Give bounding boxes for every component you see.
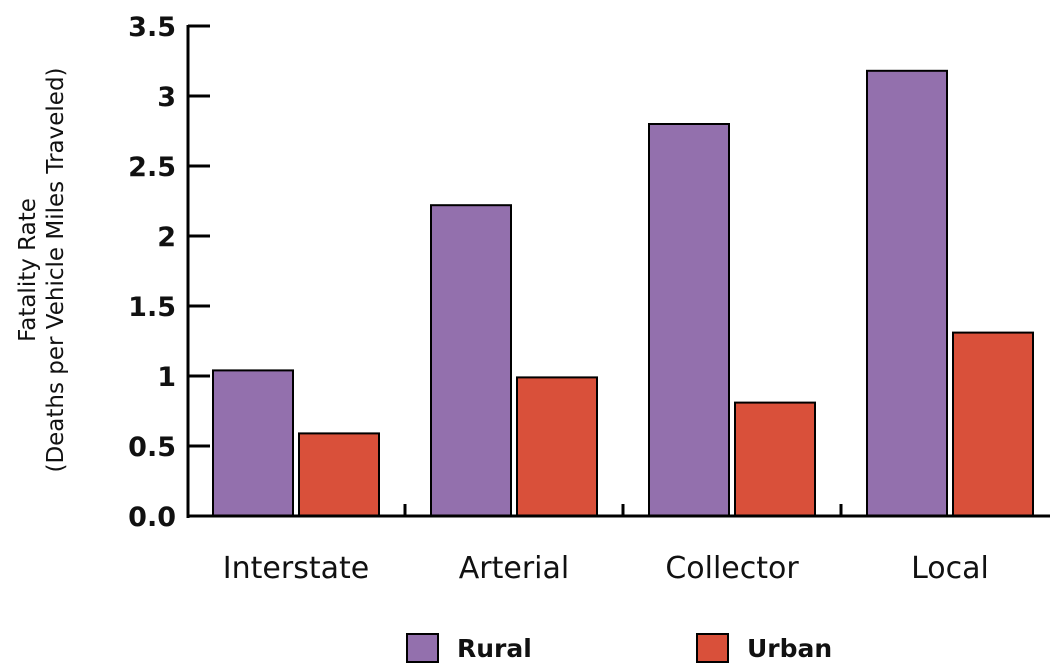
x-axis: Interstate Arterial Collector Local	[188, 504, 1050, 586]
y-tick-label: 2.5	[128, 152, 176, 183]
legend-label-rural: Rural	[457, 634, 532, 663]
bar-rural-arterial	[430, 204, 512, 517]
x-tick-label: Collector	[665, 551, 799, 586]
y-axis-label-line1: Fatality Rate	[15, 198, 41, 342]
x-tick-label: Arterial	[459, 551, 569, 586]
y-tick-label: 0.5	[128, 432, 176, 463]
bar-urban-interstate	[298, 432, 380, 517]
y-tick-label: 2	[157, 222, 176, 253]
bar-rural-local	[866, 69, 948, 518]
y-axis-ticks: 0.0 0.5 1 1.5 2 2.5 3 3.5	[128, 12, 210, 533]
y-tick-label: 3.5	[128, 12, 176, 43]
bar-urban-local	[952, 331, 1034, 517]
y-tick-label: 1	[157, 362, 176, 393]
legend-label-urban: Urban	[747, 634, 832, 663]
bar-urban-collector	[734, 401, 816, 518]
legend-swatch-urban	[696, 633, 729, 663]
x-tick-label: Interstate	[223, 551, 369, 586]
y-tick-label: 0.0	[128, 502, 176, 533]
bars	[212, 69, 1034, 518]
y-axis-label: Fatality Rate (Deaths per Vehicle Miles …	[15, 67, 69, 472]
bar-rural-collector	[648, 123, 730, 517]
legend-swatch-rural	[406, 633, 439, 663]
y-tick-label: 3	[157, 82, 176, 113]
y-axis-label-line2: (Deaths per Vehicle Miles Traveled)	[43, 67, 69, 472]
x-tick-label: Local	[911, 551, 989, 586]
y-tick-label: 1.5	[128, 292, 176, 323]
legend: Rural Urban	[406, 633, 832, 663]
bar-rural-interstate	[212, 369, 294, 517]
bar-urban-arterial	[516, 376, 598, 517]
